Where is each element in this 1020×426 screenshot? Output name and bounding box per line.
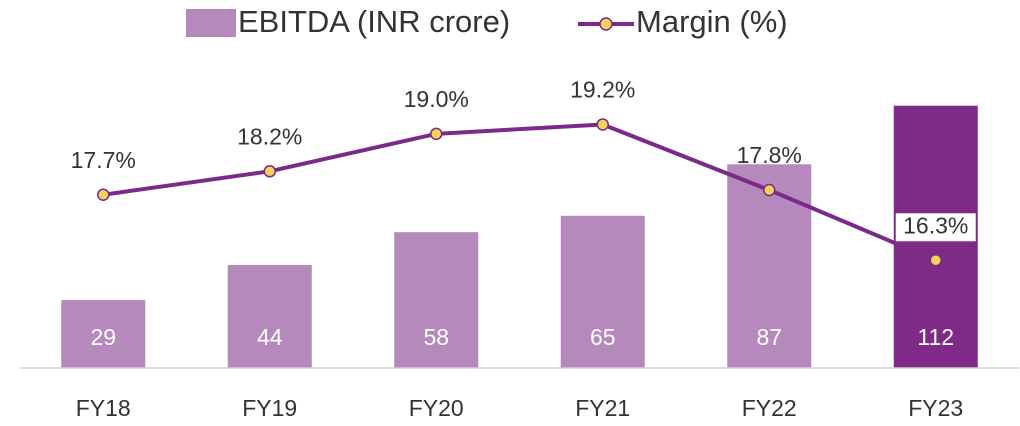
x-tick-label: FY18 bbox=[76, 395, 131, 421]
bar-value-label: 65 bbox=[590, 324, 616, 350]
line-value-label: 18.2% bbox=[237, 123, 302, 149]
line-marker bbox=[596, 118, 609, 131]
x-tick-label: FY23 bbox=[908, 395, 963, 421]
legend-marker bbox=[599, 17, 613, 31]
line-value-label: 16.3% bbox=[903, 212, 968, 238]
line-value-label: 19.0% bbox=[404, 86, 469, 112]
x-tick-label: FY22 bbox=[742, 395, 797, 421]
line-value-label: 17.8% bbox=[737, 142, 802, 168]
line-value-label: 19.2% bbox=[570, 77, 635, 103]
line-marker bbox=[763, 183, 776, 197]
x-tick-label: FY21 bbox=[575, 395, 630, 421]
line-marker bbox=[929, 254, 942, 267]
label-background bbox=[895, 213, 976, 242]
legend: EBITDA (INR crore) Margin (%) bbox=[186, 4, 788, 39]
bar-value-label: 58 bbox=[423, 324, 449, 350]
x-tick-label: FY19 bbox=[242, 395, 297, 421]
margin-line bbox=[102, 122, 937, 263]
line-marker bbox=[97, 188, 110, 201]
bar-value-label: 87 bbox=[756, 324, 782, 350]
bar bbox=[61, 300, 146, 368]
bar bbox=[727, 164, 812, 368]
legend-label: Margin (%) bbox=[636, 4, 788, 39]
bar bbox=[227, 264, 312, 368]
bar bbox=[560, 215, 645, 368]
bar-value-label: 44 bbox=[257, 324, 283, 350]
x-tick-label: FY20 bbox=[409, 395, 464, 421]
legend-swatch bbox=[186, 9, 236, 37]
bar-value-label: 112 bbox=[917, 324, 954, 350]
bar-value-label: 29 bbox=[90, 324, 116, 350]
legend-label: EBITDA (INR crore) bbox=[238, 4, 510, 39]
line-value-label: 17.7% bbox=[71, 147, 136, 173]
line-marker bbox=[263, 165, 276, 178]
bar bbox=[394, 232, 479, 368]
line-marker bbox=[430, 127, 443, 141]
